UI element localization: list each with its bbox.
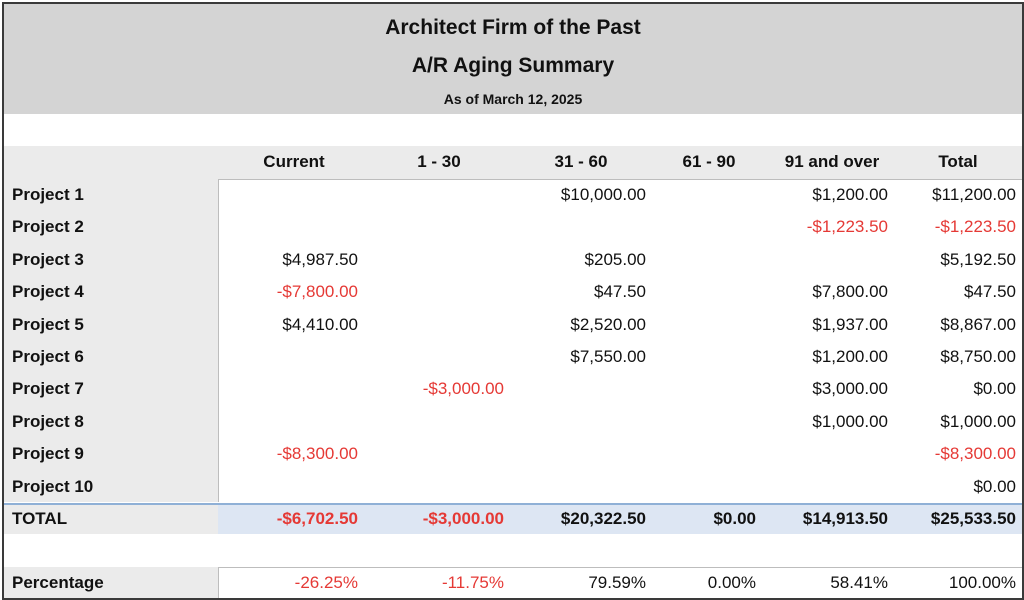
row-label: Project 6 [12,347,84,366]
report-header: Architect Firm of the Past A/R Aging Sum… [4,4,1022,114]
percentage-band [218,567,1022,598]
row-label: Project 5 [12,315,84,334]
row-label: Project 1 [12,185,84,204]
table-cell: $5,192.50 [940,250,1016,269]
row-label: Project 8 [12,412,84,431]
column-header: 91 and over [784,152,880,171]
table-cell: $1,200.00 [812,185,888,204]
percentage-label-cell [4,567,218,598]
column-header: Total [938,152,978,171]
table-cell: $3,000.00 [812,379,888,398]
table-cell: $8,867.00 [940,315,1016,334]
header-spacer [4,114,1022,146]
total-band [218,503,1022,534]
row-label: Project 2 [12,217,84,236]
row-label: Project 7 [12,379,84,398]
table-cell: -$7,800.00 [276,282,358,301]
table-cell: $1,937.00 [812,315,888,334]
table-cell: -26.25% [294,573,358,592]
table-cell: $1,000.00 [940,412,1016,431]
table-cell: $0.00 [973,379,1016,398]
table-cell: $1,000.00 [812,412,888,431]
table-cell: -$8,300.00 [934,444,1016,463]
table-cell: -$3,000.00 [422,379,504,398]
row-label-column [4,146,218,502]
table-cell: $4,410.00 [282,315,358,334]
table-cell: $7,550.00 [570,347,646,366]
row-label: Percentage [12,573,104,592]
table-cell: $0.00 [713,509,756,528]
column-header: 61 - 90 [682,152,736,171]
table-cell: -$8,300.00 [276,444,358,463]
row-label: Project 10 [12,477,94,496]
table-cell: $11,200.00 [932,185,1016,204]
table-cell: $2,520.00 [570,315,646,334]
column-header-strip [218,146,1022,179]
column-header: Current [263,152,325,171]
column-header: 31 - 60 [554,152,608,171]
table-cell: $20,322.50 [560,509,646,528]
table-cell: $205.00 [584,250,646,269]
row-label: Project 9 [12,444,84,463]
table-cell: -$1,223.50 [934,217,1016,236]
table-cell: $4,987.50 [282,250,358,269]
company-name: Architect Firm of the Past [385,16,641,39]
table-cell: $0.00 [973,477,1016,496]
table-cell: 58.41% [830,573,888,592]
table-cell: 79.59% [588,573,646,592]
table-cell: $47.50 [594,282,646,301]
table-cell: $7,800.00 [812,282,888,301]
table-cell: $1,200.00 [812,347,888,366]
table-cell: 0.00% [707,573,756,592]
table-cell: $10,000.00 [560,185,646,204]
table-cell: $47.50 [964,282,1016,301]
row-label: TOTAL [12,509,68,528]
report-date: As of March 12, 2025 [443,91,583,107]
report-title: A/R Aging Summary [411,54,615,77]
table-cell: -11.75% [441,573,504,592]
row-label: Project 3 [12,250,84,269]
table-cell: $14,913.50 [802,509,888,528]
table-cell: $25,533.50 [930,509,1016,528]
row-label: Project 4 [12,282,84,301]
data-area [218,179,1022,502]
table-cell: -$3,000.00 [422,509,504,528]
column-header: 1 - 30 [417,152,461,171]
table-cell: -$6,702.50 [276,509,358,528]
table-cell: -$1,223.50 [806,217,888,236]
table-cell: 100.00% [948,573,1016,592]
total-label-band [4,503,218,534]
table-cell: $8,750.00 [940,347,1016,366]
